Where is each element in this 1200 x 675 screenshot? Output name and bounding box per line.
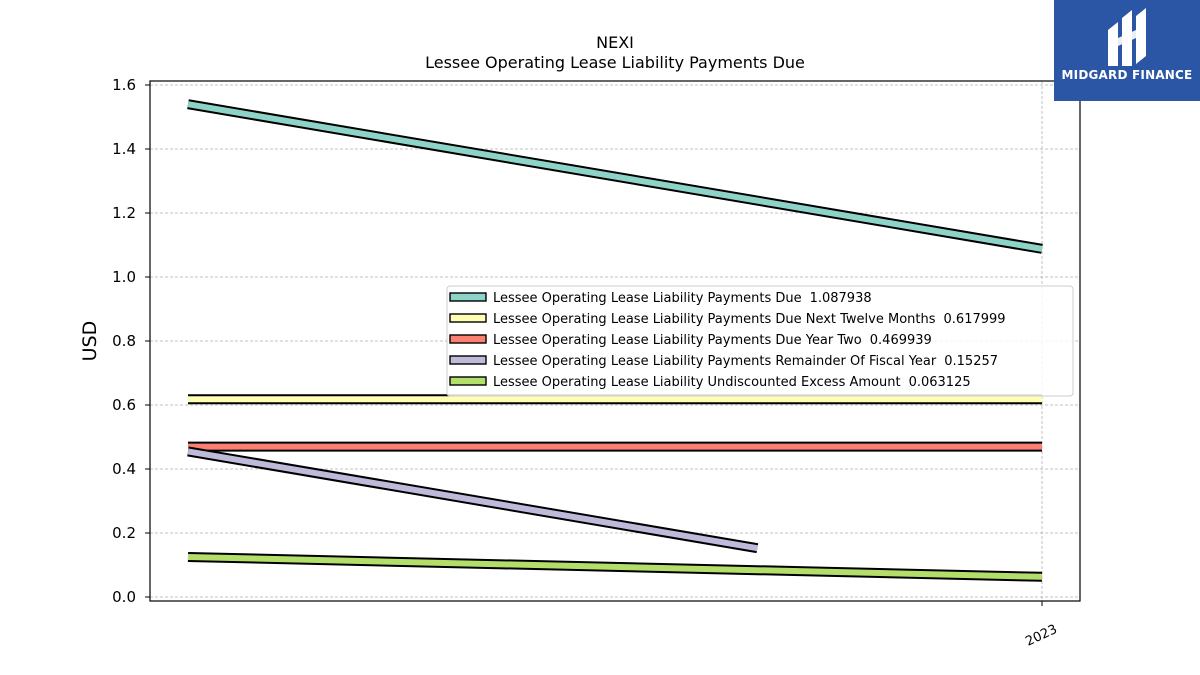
brand-name: MIDGARD FINANCE — [1061, 68, 1193, 82]
legend-swatch — [449, 334, 487, 344]
legend-series-name: Lessee Operating Lease Liability Payment… — [493, 333, 862, 348]
y-tick-label: 0.2 — [112, 524, 136, 542]
legend: Lessee Operating Lease Liability Payment… — [446, 285, 1074, 397]
legend-series-value: 0.15257 — [944, 354, 998, 369]
legend-label: Lessee Operating Lease Liability Undisco… — [493, 375, 971, 390]
series-line — [187, 448, 758, 552]
legend-series-value: 0.469939 — [870, 333, 932, 348]
legend-series-name: Lessee Operating Lease Liability Payment… — [493, 354, 937, 369]
y-tick-label: 1.2 — [112, 204, 136, 222]
series-group — [187, 99, 1043, 582]
y-tick-label: 0.6 — [112, 396, 136, 414]
chart-title: NEXI — [596, 33, 634, 52]
y-tick-label: 0.8 — [112, 332, 136, 350]
series-line — [187, 101, 1043, 252]
chart-subtitle: Lessee Operating Lease Liability Payment… — [425, 53, 805, 72]
y-tick-label: 1.6 — [112, 76, 136, 94]
brand-logo: MIDGARD FINANCE — [1054, 0, 1200, 101]
y-tick-label: 0.4 — [112, 460, 136, 478]
x-axis: 2023 — [1023, 601, 1060, 650]
midgard-logo-icon — [1108, 8, 1146, 66]
legend-swatch — [449, 355, 487, 365]
legend-series-value: 1.087938 — [810, 291, 872, 306]
legend-label: Lessee Operating Lease Liability Payment… — [493, 312, 1006, 327]
y-tick-label: 1.0 — [112, 268, 136, 286]
legend-series-name: Lessee Operating Lease Liability Payment… — [493, 291, 802, 306]
legend-label: Lessee Operating Lease Liability Payment… — [493, 333, 932, 348]
legend-swatch — [449, 292, 487, 302]
legend-series-name: Lessee Operating Lease Liability Undisco… — [493, 375, 901, 390]
legend-swatch — [449, 376, 487, 386]
legend-box — [446, 285, 1074, 397]
y-axis: 0.0 0.2 0.4 0.6 0.8 1.0 1.2 1.4 1.6 — [112, 76, 150, 606]
x-tick-label: 2023 — [1023, 622, 1059, 650]
legend-series-name: Lessee Operating Lease Liability Payment… — [493, 312, 936, 327]
y-axis-label: USD — [79, 321, 101, 362]
legend-swatch — [449, 313, 487, 323]
legend-series-value: 0.063125 — [909, 375, 971, 390]
series-line — [187, 554, 1043, 580]
y-tick-label: 1.4 — [112, 140, 136, 158]
y-tick-label: 0.0 — [112, 588, 136, 606]
legend-series-value: 0.617999 — [944, 312, 1006, 327]
legend-label: Lessee Operating Lease Liability Payment… — [493, 354, 998, 369]
legend-label: Lessee Operating Lease Liability Payment… — [493, 291, 872, 306]
